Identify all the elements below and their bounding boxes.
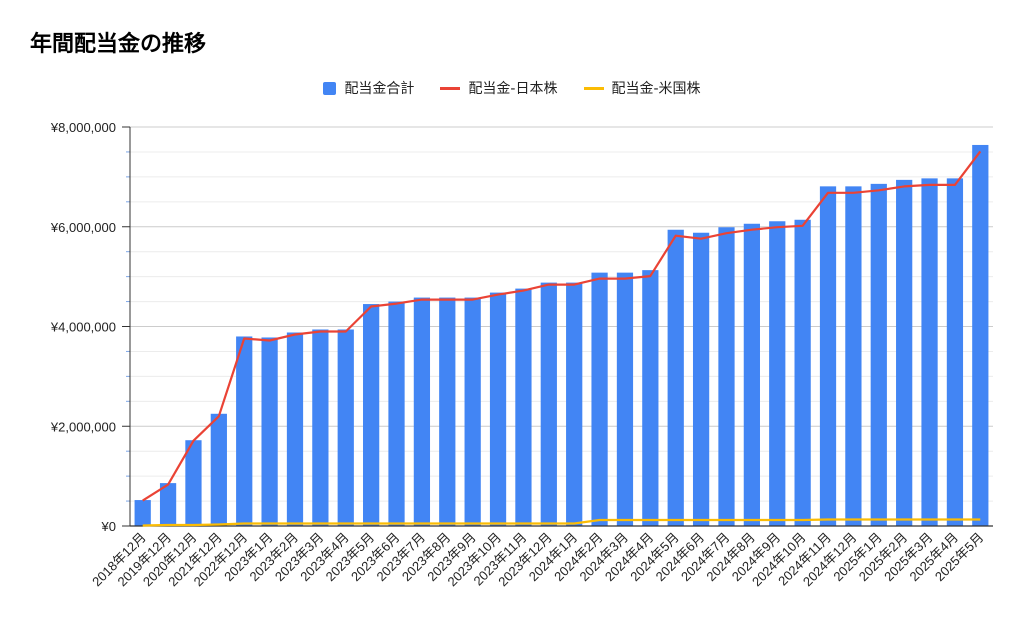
bar bbox=[692, 232, 710, 527]
bar bbox=[667, 229, 684, 526]
bar bbox=[870, 183, 887, 527]
bar bbox=[286, 332, 304, 526]
legend-swatch-japan bbox=[440, 86, 461, 90]
y-tick-label: ¥2,000,000 bbox=[50, 419, 116, 434]
legend-item-japan[interactable]: 配当金-日本株 bbox=[440, 78, 558, 98]
bar bbox=[642, 270, 659, 526]
bar bbox=[946, 178, 964, 526]
legend-item-total[interactable]: 配当金合計 bbox=[323, 78, 414, 98]
bar bbox=[566, 282, 583, 526]
bar bbox=[591, 272, 608, 526]
bar bbox=[363, 304, 380, 526]
legend-swatch-total bbox=[323, 81, 337, 95]
bar bbox=[439, 297, 456, 526]
y-tick-label: ¥8,000,000 bbox=[50, 120, 116, 135]
bar bbox=[718, 227, 735, 526]
bar bbox=[261, 337, 278, 526]
bar bbox=[845, 186, 862, 526]
bar bbox=[312, 329, 329, 526]
bar bbox=[819, 186, 837, 526]
y-tick-label: ¥6,000,000 bbox=[50, 220, 116, 235]
bar bbox=[972, 144, 989, 526]
y-tick-label: ¥4,000,000 bbox=[50, 320, 116, 335]
bar bbox=[388, 301, 405, 526]
bar bbox=[185, 440, 202, 526]
series-line bbox=[142, 518, 981, 527]
bar bbox=[337, 329, 354, 526]
legend: 配当金合計 配当金-日本株 配当金-米国株 bbox=[0, 78, 1024, 98]
bar bbox=[134, 500, 151, 526]
bar bbox=[540, 282, 557, 526]
bar bbox=[769, 221, 786, 527]
bar bbox=[921, 178, 938, 526]
legend-swatch-us bbox=[583, 86, 604, 90]
legend-label-total: 配当金合計 bbox=[344, 81, 415, 97]
bar bbox=[159, 483, 177, 526]
bar bbox=[489, 292, 507, 526]
legend-label-japan: 配当金-日本株 bbox=[468, 81, 558, 97]
y-tick-label: ¥0 bbox=[101, 519, 116, 534]
bar bbox=[743, 223, 760, 526]
bar bbox=[236, 336, 253, 526]
bar bbox=[413, 297, 431, 526]
bar bbox=[515, 288, 532, 526]
bar bbox=[616, 272, 634, 526]
legend-label-us: 配当金-米国株 bbox=[611, 81, 701, 97]
bar bbox=[896, 179, 913, 526]
bar bbox=[210, 413, 227, 526]
bar bbox=[464, 297, 481, 526]
legend-item-us[interactable]: 配当金-米国株 bbox=[583, 78, 701, 98]
bar bbox=[794, 219, 811, 526]
series-line bbox=[142, 150, 982, 502]
chart-title: 年間配当金の推移 bbox=[30, 32, 207, 57]
